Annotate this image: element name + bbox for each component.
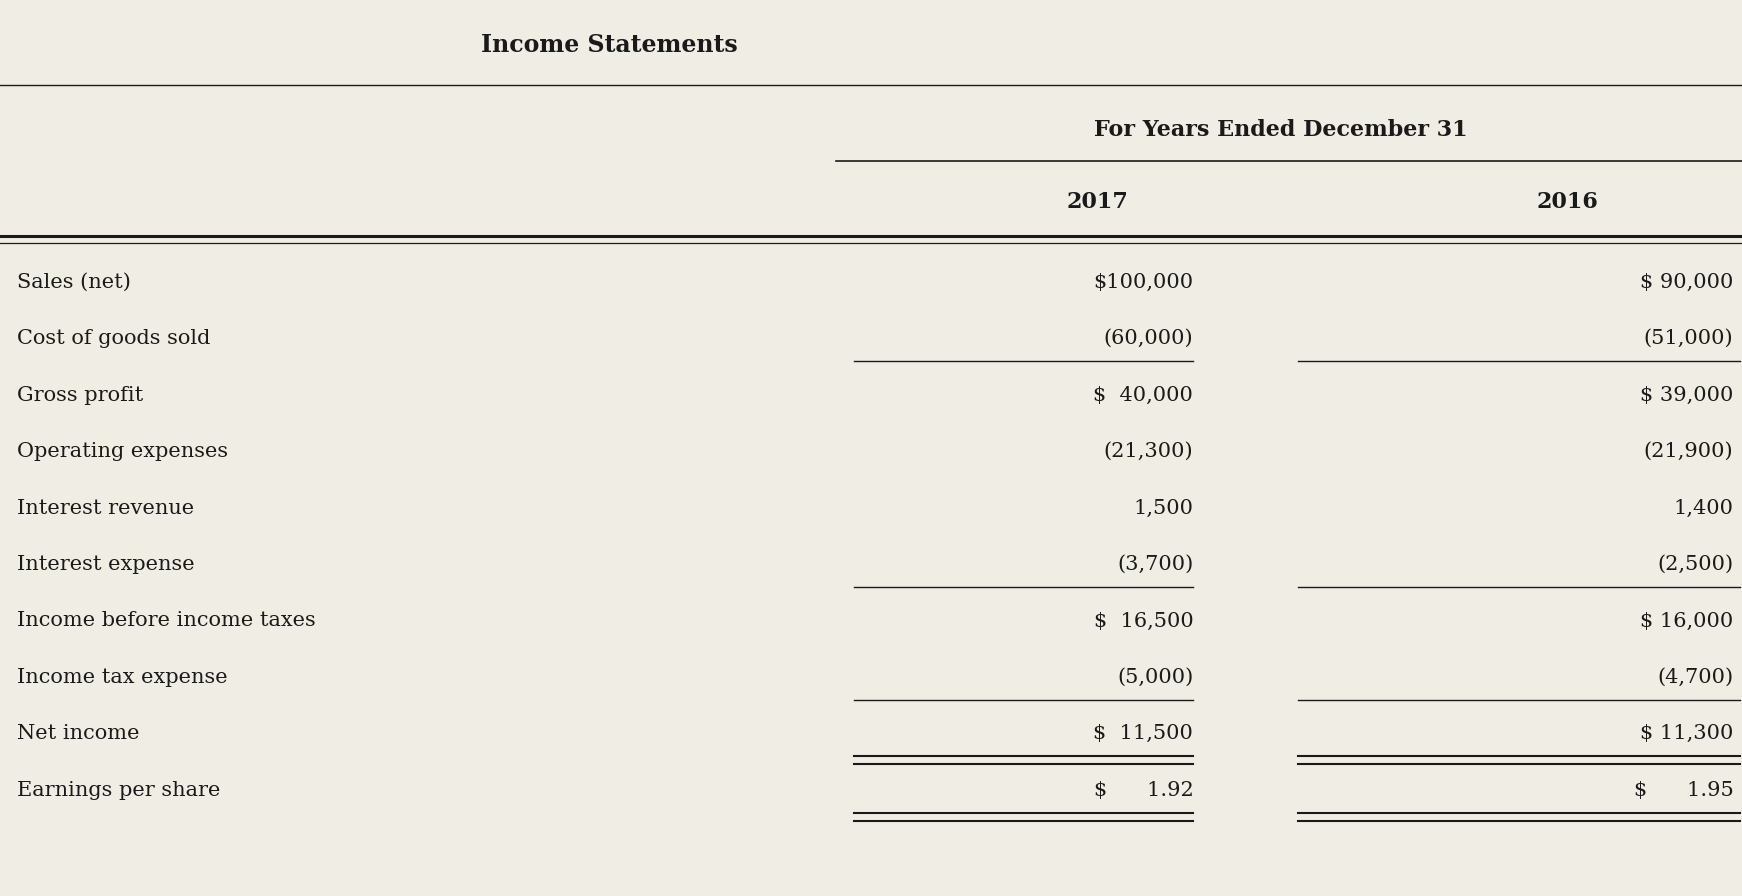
Text: For Years Ended December 31: For Years Ended December 31 (1094, 119, 1467, 141)
Text: $ 39,000: $ 39,000 (1639, 385, 1733, 405)
Text: Sales (net): Sales (net) (17, 272, 131, 292)
Text: Earnings per share: Earnings per share (17, 780, 221, 800)
Text: Operating expenses: Operating expenses (17, 442, 228, 461)
Text: Income Statements: Income Statements (481, 33, 739, 56)
Text: $100,000: $100,000 (1094, 272, 1193, 292)
Text: $ 11,300: $ 11,300 (1639, 724, 1733, 744)
Text: 1,500: 1,500 (1134, 498, 1193, 518)
Text: (5,000): (5,000) (1117, 668, 1193, 687)
Text: Gross profit: Gross profit (17, 385, 143, 405)
Text: 2017: 2017 (1066, 191, 1129, 212)
Text: Cost of goods sold: Cost of goods sold (17, 329, 211, 349)
Text: Interest revenue: Interest revenue (17, 498, 195, 518)
Text: Income before income taxes: Income before income taxes (17, 611, 315, 631)
Text: $  40,000: $ 40,000 (1094, 385, 1193, 405)
Text: $      1.95: $ 1.95 (1634, 780, 1733, 800)
Text: $ 90,000: $ 90,000 (1639, 272, 1733, 292)
Text: Net income: Net income (17, 724, 139, 744)
Text: (3,700): (3,700) (1117, 555, 1193, 574)
Text: $  16,500: $ 16,500 (1094, 611, 1193, 631)
Text: $      1.92: $ 1.92 (1094, 780, 1193, 800)
Text: (60,000): (60,000) (1104, 329, 1193, 349)
Text: $ 16,000: $ 16,000 (1639, 611, 1733, 631)
Text: (21,900): (21,900) (1644, 442, 1733, 461)
Text: $  11,500: $ 11,500 (1094, 724, 1193, 744)
Text: (21,300): (21,300) (1104, 442, 1193, 461)
Text: 2016: 2016 (1536, 191, 1599, 212)
Text: (51,000): (51,000) (1644, 329, 1733, 349)
Text: 1,400: 1,400 (1674, 498, 1733, 518)
Text: (2,500): (2,500) (1657, 555, 1733, 574)
Text: Income tax expense: Income tax expense (17, 668, 228, 687)
Text: (4,700): (4,700) (1657, 668, 1733, 687)
Text: Interest expense: Interest expense (17, 555, 195, 574)
